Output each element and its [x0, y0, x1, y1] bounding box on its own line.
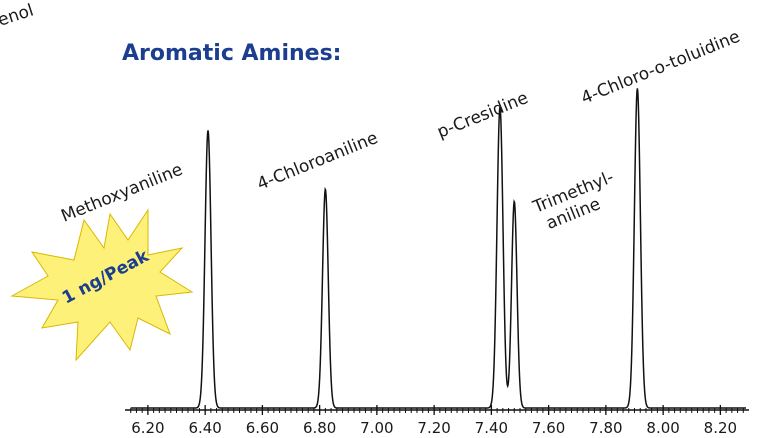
- x-tick-label: 6.80: [303, 419, 336, 437]
- x-tick-label: 6.40: [188, 419, 221, 437]
- x-tick-label: 6.20: [131, 419, 164, 437]
- x-tick-label: 8.20: [704, 419, 737, 437]
- x-tick-label: 7.80: [589, 419, 622, 437]
- chromatogram-trace: [130, 88, 746, 409]
- peak-label-4-chloro-o-toluidine: 4-Chloro-o-toluidine: [578, 27, 743, 109]
- starburst-icon: [10, 208, 194, 362]
- x-tick-label: 8.00: [646, 419, 679, 437]
- peak-label-methoxyaniline: Methoxyaniline: [58, 160, 185, 227]
- corner-label: enol: [0, 0, 36, 30]
- peak-label-trimethylaniline: Trimethyl- aniline: [529, 165, 629, 236]
- x-tick-label: 7.60: [532, 419, 565, 437]
- peak-label-p-cresidine: p-Cresidine: [434, 88, 531, 143]
- x-tick-label: 7.00: [360, 419, 393, 437]
- peak-label-4-chloroaniline: 4-Chloroaniline: [254, 128, 380, 195]
- x-tick-label: 7.20: [417, 419, 450, 437]
- x-tick-label: 6.60: [246, 419, 279, 437]
- x-tick-label: 7.40: [475, 419, 508, 437]
- peak-label-trimethylaniline-text: Trimethyl- aniline: [529, 165, 629, 236]
- chart-title: Aromatic Amines:: [122, 41, 341, 66]
- x-axis: 6.20 6.40 6.60 6.80 7.00 7.20 7.40 7.60 7.80 8.00…: [125, 405, 749, 437]
- badge: 1 ng/Peak: [10, 208, 194, 362]
